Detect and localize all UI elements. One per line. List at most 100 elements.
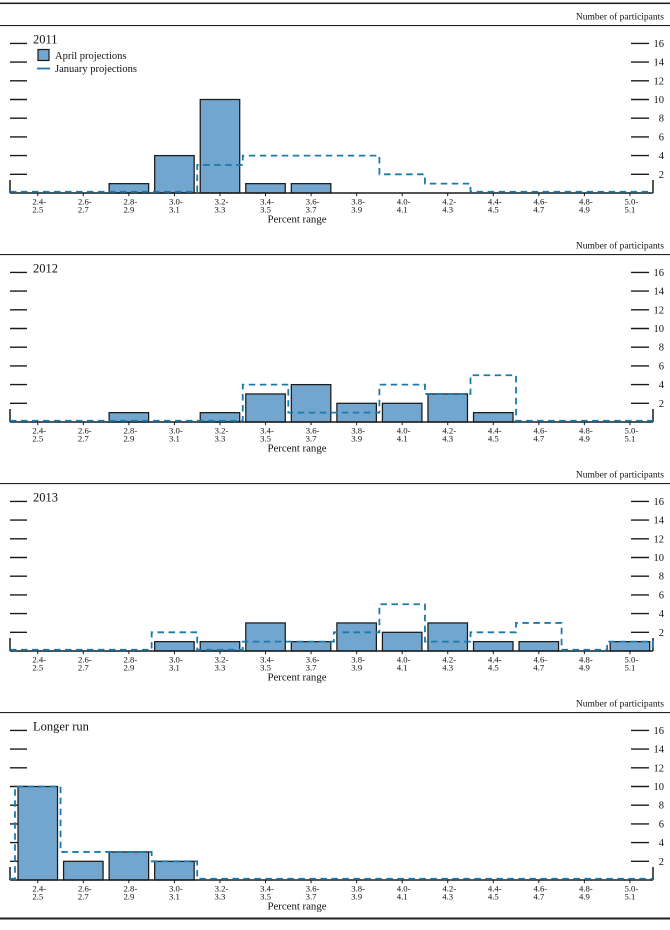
bar-april [336,622,377,652]
bin-label-bottom: 5.1 [624,663,635,673]
bin-label-top: 2.6- [78,197,92,207]
right-tick-label: 16 [654,497,665,508]
right-tick-label: 12 [654,305,665,316]
bin-label-top: 3.8- [351,197,365,207]
panel-2013: Number of participants 2 4 6 8 10 12 14 16 2013 2.… [0,470,670,684]
top-rule [0,2,670,5]
bin-label-top: 4.6- [533,426,547,436]
legend: April projections January projections [37,48,137,75]
bin-label-bottom: 3.5 [260,663,271,673]
bin-label-top: 3.6- [306,655,320,665]
bin-label-top: 5.0- [625,197,639,207]
bar-april [245,393,286,423]
bar-april [472,641,514,652]
right-tick-label: 10 [654,782,665,793]
bar-april [245,622,286,652]
legend-january-label: January projections [55,64,137,75]
right-tick-label: 8 [659,801,664,812]
bin-label-top: 4.2- [442,197,456,207]
bin-label-top: 3.2- [215,426,229,436]
bin-label-top: 3.2- [215,197,229,207]
panel-2011: Number of participants2468101214162011Ap… [0,12,670,226]
bar-april [199,98,241,194]
bin-label-bottom: 4.7 [533,205,545,215]
right-tick-label: 6 [659,361,664,372]
right-tick-label: 4 [659,838,665,849]
bin-label-bottom: 4.1 [397,663,408,673]
bin-label-bottom: 4.9 [579,892,590,902]
bin-label-top: 4.0- [397,655,411,665]
bin-label-bottom: 3.9 [351,892,362,902]
bin-label-top: 5.0- [625,884,639,894]
bar-april [427,622,469,652]
bin-label-bottom: 2.5 [32,663,43,673]
panel-top-rule [0,25,670,27]
bin-label-bottom: 4.3 [442,663,453,673]
bin-label-bottom: 4.3 [442,892,453,902]
bin-label-bottom: 3.7 [306,205,318,215]
bin-label-bottom: 4.1 [397,892,408,902]
bin-label-bottom: 2.5 [32,434,43,444]
bar-april [427,393,469,423]
bin-label-bottom: 4.1 [397,205,408,215]
bar-april [154,154,195,194]
january-outline [10,154,653,193]
bar-april [290,641,332,652]
x-axis-title: Percent range [267,672,326,684]
right-tick-label: 2 [659,857,664,868]
panel-top-rule [0,483,670,485]
panel-top-rule [0,254,670,256]
bin-label-top: 4.2- [442,884,456,894]
right-tick-label: 14 [654,287,665,298]
bin-label-bottom: 2.5 [32,205,43,215]
bin-label-bottom: 2.7 [78,205,90,215]
bin-label-top: 3.6- [306,426,320,436]
bin-label-bottom: 4.7 [533,434,545,444]
bar-april [154,860,195,881]
bin-label-bottom: 5.1 [624,434,635,444]
bin-label-top: 4.8- [579,884,593,894]
right-tick-label: 12 [654,534,665,545]
bin-label-bottom: 4.5 [488,663,499,673]
bin-label-top: 4.4- [488,197,502,207]
right-tick-label: 10 [654,324,665,335]
january-outline [10,785,653,880]
bottom-rule [0,917,670,920]
bin-label-top: 3.8- [351,655,365,665]
bar-april [609,641,651,652]
right-tick-label: 4 [659,380,665,391]
bin-label-bottom: 4.7 [533,892,545,902]
bin-label-top: 2.6- [78,426,92,436]
bin-label-top: 4.0- [397,884,411,894]
january-outline [10,374,653,422]
bin-label-bottom: 3.1 [169,663,180,673]
right-tick-label: 14 [654,745,665,756]
bin-label-bottom: 4.7 [533,663,545,673]
bin-label-bottom: 2.9 [123,663,134,673]
bin-label-top: 3.8- [351,426,365,436]
bin-label-top: 2.8- [123,884,137,894]
right-tick-label: 6 [659,819,664,830]
bin-label-bottom: 3.3 [215,663,226,673]
bar-april [290,183,332,194]
panel-title: 2012 [33,262,58,276]
bin-label-top: 4.4- [488,884,502,894]
panel-title: 2013 [33,491,58,505]
bin-label-bottom: 3.3 [215,892,226,902]
bin-label-top: 3.6- [306,884,320,894]
bin-label-top: 4.4- [488,426,502,436]
bin-label-top: 3.2- [215,655,229,665]
bin-label-top: 3.2- [215,884,229,894]
bin-label-top: 4.4- [488,655,502,665]
bin-label-bottom: 4.1 [397,434,408,444]
bin-label-bottom: 2.7 [78,892,90,902]
x-axis-title: Percent range [267,443,326,455]
right-tick-label: 2 [659,399,664,410]
right-tick-label: 14 [654,516,665,527]
right-tick-label: 10 [654,95,665,106]
bin-label-top: 2.6- [78,884,92,894]
bin-label-top: 3.4- [260,655,274,665]
bin-label-bottom: 3.5 [260,892,271,902]
right-tick-label: 12 [654,76,665,87]
